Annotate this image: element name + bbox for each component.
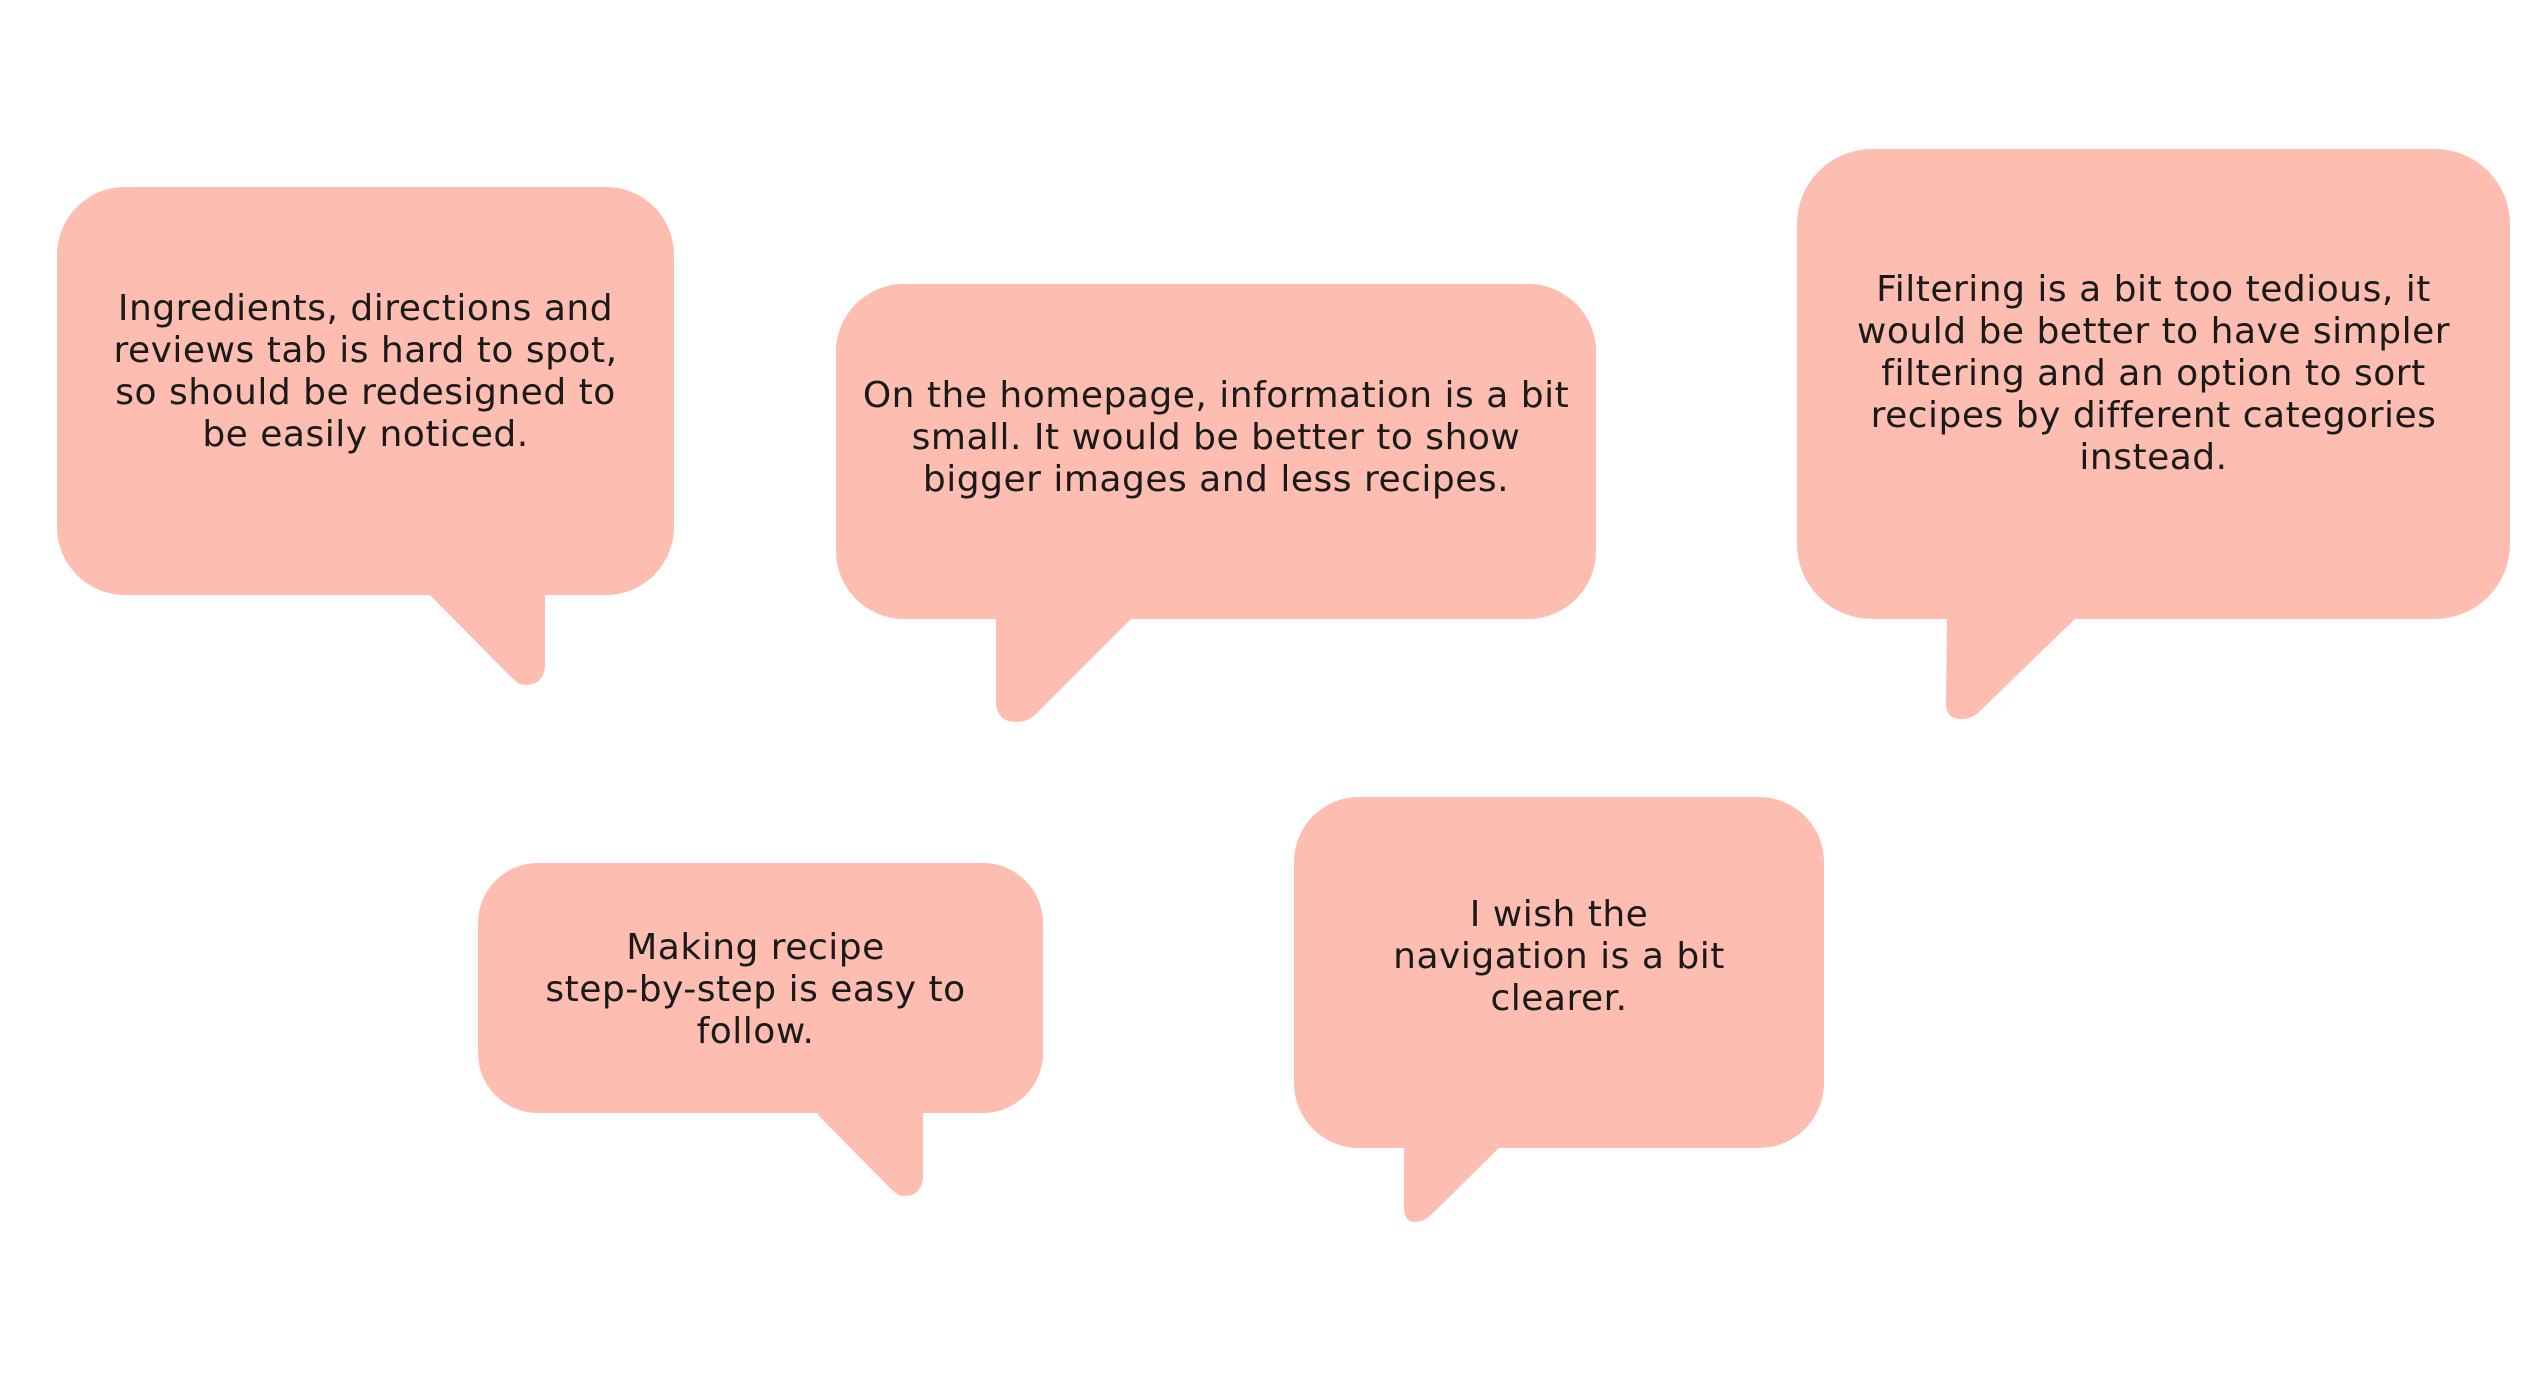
feedback-text: Ingredients, directions and reviews tab …	[113, 288, 618, 455]
feedback-text: Filtering is a bit too tedious, it would…	[1856, 269, 2451, 478]
speech-bubble-shape	[1294, 797, 1824, 1222]
speech-bubble-shape	[1797, 149, 2510, 719]
speech-bubble-shape	[836, 284, 1596, 722]
feedback-bubble-2: On the homepage, information is a bit sm…	[836, 284, 1596, 734]
feedback-bubble-3: Filtering is a bit too tedious, it would…	[1797, 149, 2510, 729]
feedback-text: I wish the navigation is a bit clearer.	[1393, 894, 1725, 1019]
feedback-text: On the homepage, information is a bit sm…	[862, 375, 1570, 500]
feedback-bubble-5: I wish the navigation is a bit clearer.	[1294, 797, 1824, 1237]
feedback-bubble-4: Making recipe step-by-step is easy to fo…	[478, 863, 1043, 1203]
speech-bubble-shape	[478, 863, 1043, 1196]
feedback-text: Making recipe step-by-step is easy to fo…	[545, 927, 966, 1052]
speech-bubble-shape	[57, 187, 674, 685]
feedback-bubble-1: Ingredients, directions and reviews tab …	[57, 187, 674, 687]
